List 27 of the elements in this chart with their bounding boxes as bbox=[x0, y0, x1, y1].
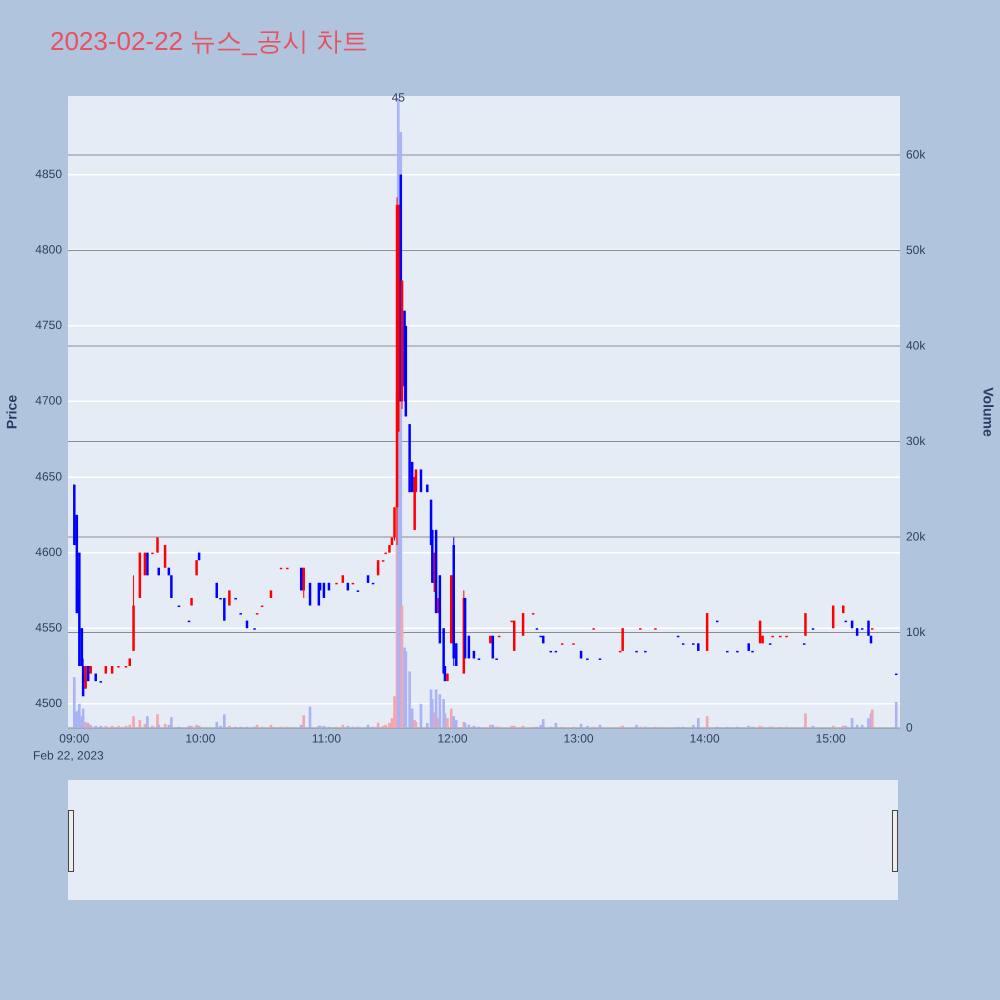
x-tick-label: 15:00 bbox=[816, 732, 846, 746]
y-tick-label: 4850 bbox=[35, 166, 62, 181]
y2-tick-label: 0 bbox=[906, 720, 913, 734]
y-tick-label: 4650 bbox=[35, 469, 62, 484]
x-tick-label: 09:00 bbox=[59, 732, 90, 746]
chart-title: 2023-02-22 뉴스_공시 차트 bbox=[50, 26, 368, 56]
x-tick-label: 10:00 bbox=[185, 732, 216, 746]
y2-tick-label: 20k bbox=[906, 529, 926, 544]
y2-tick-label: 40k bbox=[906, 338, 926, 352]
x-tick-label: 13:00 bbox=[564, 732, 594, 746]
y-tick-label: 4750 bbox=[35, 318, 62, 332]
y2-tick-label: 60k bbox=[906, 148, 926, 162]
x-tick-label: 14:00 bbox=[690, 732, 720, 746]
y2-tick-label: 50k bbox=[906, 242, 926, 257]
annotation: 45 bbox=[392, 90, 406, 104]
y2-axis-title: Volume bbox=[980, 387, 997, 437]
y-tick-label: 4600 bbox=[35, 544, 62, 559]
y-tick-label: 4700 bbox=[35, 394, 62, 408]
y-tick-label: 4800 bbox=[35, 242, 62, 257]
y-tick-label: 4500 bbox=[35, 696, 62, 710]
y-axis-title: Price bbox=[3, 394, 20, 430]
x-tick-label: 11:00 bbox=[312, 732, 342, 746]
y-tick-label: 4550 bbox=[35, 620, 62, 635]
y2-tick-label: 30k bbox=[906, 434, 926, 448]
y2-tick-label: 10k bbox=[906, 624, 926, 639]
x-tick-label: 12:00 bbox=[437, 732, 468, 746]
text: Feb 22, 2023 bbox=[33, 748, 104, 762]
